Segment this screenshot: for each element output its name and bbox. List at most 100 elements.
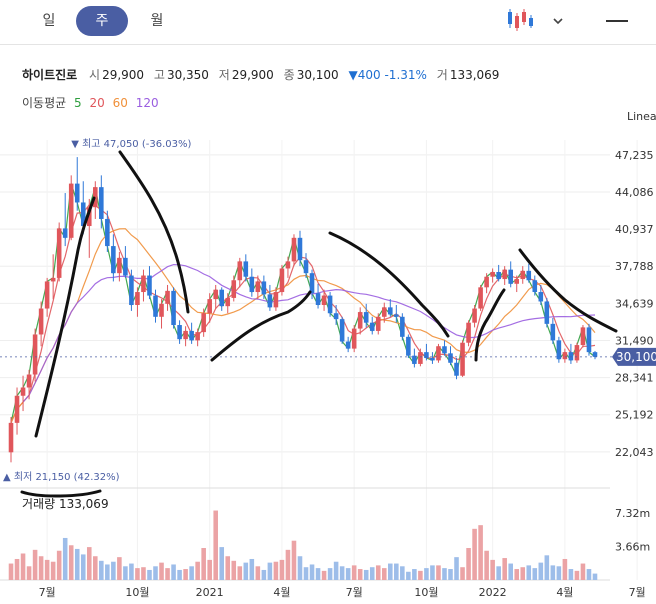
candle-body <box>400 316 405 337</box>
volume-bar <box>14 558 20 580</box>
candle-body <box>526 270 532 281</box>
candle-body <box>562 352 568 360</box>
volume-bar <box>436 565 441 580</box>
volume-bar <box>448 569 453 580</box>
candle-body <box>135 292 140 305</box>
candle-body <box>249 276 255 293</box>
candle <box>93 181 98 219</box>
candle-body <box>502 269 507 280</box>
volume-bar <box>135 568 140 580</box>
stroke-7 <box>20 489 102 498</box>
candle <box>502 266 507 285</box>
candle-body <box>213 289 218 300</box>
candle-body <box>237 261 243 281</box>
candle-body <box>406 336 411 356</box>
volume-bar <box>249 558 255 580</box>
candle-body <box>556 340 562 360</box>
open-price: 29,900 <box>102 68 145 82</box>
volume-bar <box>26 566 32 580</box>
candle <box>478 284 483 311</box>
candle-body <box>363 312 369 323</box>
candle <box>333 305 339 326</box>
volume-bar <box>225 556 231 580</box>
volume-bar <box>400 566 405 580</box>
candle <box>255 275 261 300</box>
candle-body <box>279 268 285 293</box>
candle <box>237 257 243 288</box>
candle <box>297 230 303 267</box>
candle-body <box>538 292 544 302</box>
candle-body <box>532 280 538 293</box>
volume-bar <box>44 559 50 580</box>
volume-bar <box>56 550 62 580</box>
volume-bar <box>303 567 309 580</box>
time-tick-label: 7월 <box>346 586 363 599</box>
time-tick-label: 4월 <box>273 586 290 599</box>
volume-bar <box>321 570 327 580</box>
ma-5[interactable]: 5 <box>74 96 82 110</box>
volume-bar <box>159 562 164 580</box>
candle-body <box>520 270 526 280</box>
volume-label: 거 <box>436 68 448 82</box>
volume-bar <box>213 510 218 580</box>
candle <box>544 297 550 328</box>
candle-body <box>297 237 303 261</box>
candle <box>26 369 32 400</box>
candle <box>171 287 176 329</box>
candle <box>195 328 200 347</box>
ma-60[interactable]: 60 <box>112 96 128 110</box>
volume-bar <box>123 566 128 580</box>
volume-bar <box>345 568 351 580</box>
volume-bar <box>153 566 158 580</box>
candle-body <box>568 352 574 361</box>
candle <box>20 375 26 412</box>
scale-label[interactable]: Linea <box>627 110 656 123</box>
tab-day[interactable]: 일 <box>42 13 56 29</box>
volume-bar <box>171 564 176 580</box>
candle <box>129 269 134 311</box>
price-tick-label: 31,490 <box>615 334 654 347</box>
candle <box>412 348 417 368</box>
volume-bar <box>207 559 212 580</box>
volume-bar <box>195 561 200 580</box>
candle <box>460 340 465 377</box>
volume-bar <box>279 559 285 580</box>
chart-type-button[interactable] <box>500 6 570 36</box>
tab-month[interactable]: 월 <box>150 13 164 29</box>
price-axis: 47,235 44,086 40,937 37,788 34,639 31,490 28,3… <box>615 149 654 459</box>
candle-body <box>201 313 206 333</box>
volume-bar <box>315 568 321 580</box>
ma-120[interactable]: 120 <box>135 96 159 110</box>
volume-bar <box>544 555 550 580</box>
volume-bar <box>484 550 489 580</box>
volume-bar <box>592 573 598 580</box>
candle <box>153 289 158 323</box>
candle <box>123 246 128 278</box>
candle-body <box>68 183 74 238</box>
volume-bar <box>243 562 249 580</box>
volume-bar <box>117 557 122 580</box>
volume-bar <box>309 564 315 580</box>
candle <box>568 343 574 364</box>
candle-body <box>86 207 92 227</box>
candle <box>117 251 122 282</box>
volume-bar <box>20 553 26 580</box>
candle <box>562 348 568 363</box>
stroke-4 <box>328 231 450 338</box>
candle-body <box>44 281 50 309</box>
candle-body <box>219 289 225 307</box>
candle <box>345 336 351 353</box>
menu-icon[interactable] <box>606 20 628 22</box>
candle <box>285 256 291 278</box>
tab-week[interactable]: 주 <box>76 6 128 36</box>
volume-bar <box>38 556 44 580</box>
chevron-down-icon <box>553 18 563 25</box>
price-change: ▼400 -1.31% <box>348 68 427 82</box>
volume-bar <box>285 549 291 580</box>
volume-bar <box>381 568 387 580</box>
ma-20[interactable]: 20 <box>89 96 105 110</box>
period-tabs: 일 주 월 <box>0 0 656 45</box>
volume-bar <box>255 566 261 580</box>
volume-bar <box>520 567 526 580</box>
